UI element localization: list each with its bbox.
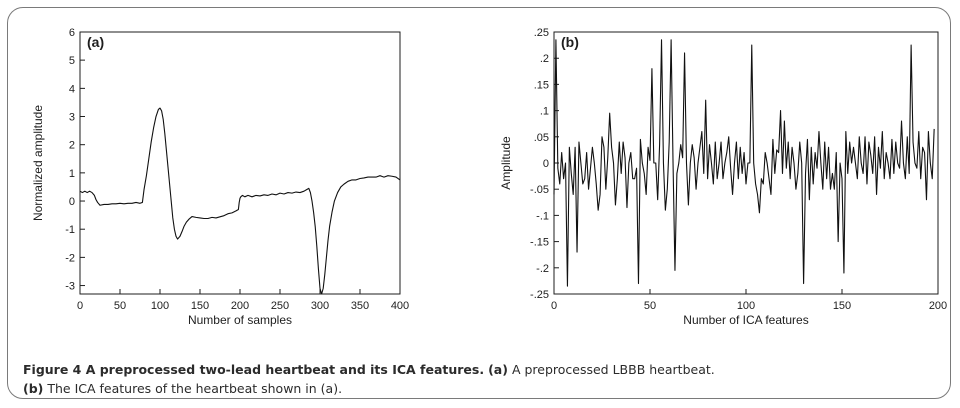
x-tick-label: 100 — [737, 300, 755, 312]
x-tick-label: 350 — [351, 300, 369, 312]
x-axis-title: Number of samples — [188, 313, 292, 327]
x-tick-label: 400 — [391, 300, 409, 312]
x-tick-label: 200 — [231, 300, 249, 312]
y-tick-label: -3 — [65, 281, 75, 293]
x-tick-label: 50 — [114, 300, 126, 312]
y-tick-label: 2 — [69, 140, 75, 152]
plot-area-border — [79, 31, 401, 295]
x-tick-label: 200 — [929, 300, 947, 312]
y-tick-label: 4 — [69, 83, 75, 95]
y-tick-label: 1 — [69, 168, 75, 180]
y-axis-title: Normalized amplitude — [31, 105, 45, 221]
y-tick-label: 0 — [69, 196, 75, 208]
y-tick-label: .1 — [540, 106, 549, 118]
y-tick-label: -1 — [65, 224, 75, 236]
y-tick-label: 0 — [543, 158, 549, 170]
caption-part-b-label: (b) — [23, 381, 44, 396]
y-tick-label: -.05 — [530, 184, 549, 196]
figure-canvas: 0 50 100 150 200 250 300 350 400 -3 -2 -1 0 1 2 3 4 5 6 Num… — [31, 27, 947, 327]
x-axis-title: Number of ICA features — [683, 313, 808, 327]
y-tick-label: 3 — [69, 112, 75, 124]
y-tick-label: -.1 — [536, 210, 549, 222]
series-line — [553, 39, 935, 287]
y-tick-label: -.2 — [536, 263, 549, 275]
x-tick-label: 300 — [311, 300, 329, 312]
caption-part-a-text: A preprocessed LBBB heartbeat. — [507, 362, 715, 377]
x-tick-label: 0 — [77, 300, 83, 312]
y-tick-label: .2 — [540, 53, 549, 65]
chart-panel-b: 0 50 100 150 200 -.25 -.2 -.15 -.1 -.05 0 .05 .1 .15.… — [499, 27, 947, 327]
panel-label: (b) — [561, 34, 579, 50]
panel-label: (a) — [87, 34, 104, 50]
y-tick-label: 6 — [69, 27, 75, 39]
y-axis-title: Amplitude — [499, 136, 513, 190]
y-tick-label: -.25 — [530, 289, 549, 301]
x-tick-label: 50 — [644, 300, 656, 312]
chart-panel-a: 0 50 100 150 200 250 300 350 400 -3 -2 -1 0 1 2 3 4 5 6 Num… — [31, 27, 409, 327]
figure-caption: Figure 4 A preprocessed two-lead heartbe… — [23, 360, 948, 398]
y-tick-label: .15 — [534, 79, 549, 91]
y-tick-label: -.15 — [530, 237, 549, 249]
x-tick-label: 150 — [833, 300, 851, 312]
y-tick-label: .25 — [534, 27, 549, 39]
y-tick-label: 5 — [69, 55, 75, 67]
x-tick-label: 150 — [191, 300, 209, 312]
x-tick-label: 0 — [551, 300, 557, 312]
figure-frame: 0 50 100 150 200 250 300 350 400 -3 -2 -1 0 1 2 3 4 5 6 Num… — [7, 7, 951, 399]
caption-part-a-label: (a) — [488, 362, 508, 377]
y-tick-label: -2 — [65, 252, 75, 264]
caption-part-b-text: The ICA features of the heartbeat shown … — [43, 381, 343, 396]
x-tick-label: 100 — [151, 300, 169, 312]
caption-title: Figure 4 A preprocessed two-lead heartbe… — [23, 362, 485, 377]
x-tick-label: 250 — [271, 300, 289, 312]
y-tick-label: .05 — [534, 132, 549, 144]
series-line — [79, 107, 401, 295]
